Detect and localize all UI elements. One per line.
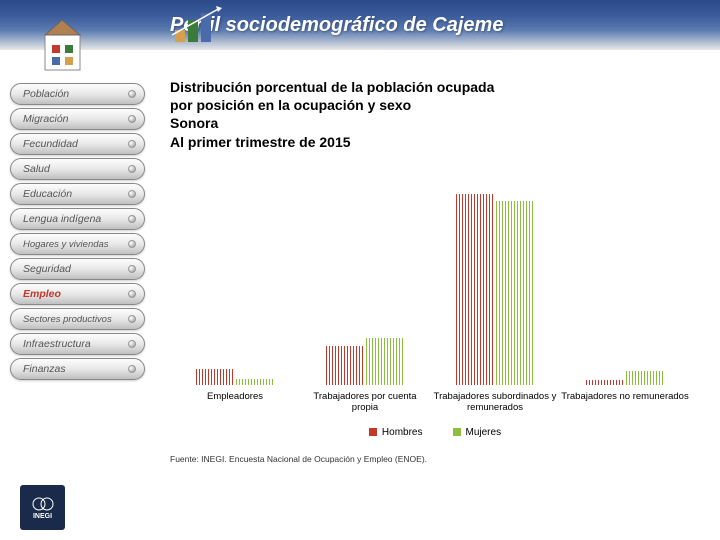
bars-wrap: 6. 42. 2 [170, 185, 300, 385]
sidebar-item-label: Educación [23, 188, 72, 200]
main-content: Distribución porcentual de la población … [170, 78, 700, 464]
category-label: Trabajadores subordinados y remunerados [430, 391, 560, 421]
chart-title-line: Sonora [170, 115, 218, 131]
category-label: Empleadores [170, 391, 300, 421]
sidebar-item-infraestructura[interactable]: Infraestructura [10, 333, 145, 355]
category-label: Trabajadores por cuenta propia [300, 391, 430, 421]
sidebar-item-fecundidad[interactable]: Fecundidad [10, 133, 145, 155]
category-group: 6. 42. 2 Empleadores [170, 185, 300, 421]
bar-mujeres: 2. 2 [236, 379, 274, 385]
legend-label: Hombres [382, 427, 423, 438]
chart-legend: Hombres Mujeres [170, 427, 700, 438]
bar-hombres: 76. 2 [456, 194, 494, 385]
sidebar-item-hogares-y-viviendas[interactable]: Hogares y viviendas [10, 233, 145, 255]
bars-wrap: 1. 85. 6 [560, 185, 690, 385]
category-group: 76. 273. 4 Trabajadores subordinados y re… [430, 185, 560, 421]
sidebar-item-empleo[interactable]: Empleo [10, 283, 145, 305]
municipality-crest [40, 5, 85, 75]
nav-dot-icon [128, 240, 136, 248]
legend-item-hombres: Hombres [369, 427, 423, 438]
sidebar-item-lengua-indígena[interactable]: Lengua indígena [10, 208, 145, 230]
nav-dot-icon [128, 290, 136, 298]
sidebar-item-label: Salud [23, 163, 50, 175]
nav-dot-icon [128, 165, 136, 173]
nav-dot-icon [128, 365, 136, 373]
sidebar-item-label: Empleo [23, 288, 61, 300]
chart-title-line: Distribución porcentual de la población … [170, 79, 494, 95]
header: Perfil sociodemográfico de Cajeme [0, 0, 720, 50]
sidebar-item-sectores-productivos[interactable]: Sectores productivos [10, 308, 145, 330]
sidebar-item-label: Fecundidad [23, 138, 78, 150]
category-group: 15. 618. 8 Trabajadores por cuenta propia [300, 185, 430, 421]
category-label: Trabajadores no remunerados [560, 391, 690, 421]
legend-swatch-icon [369, 428, 377, 436]
nav-dot-icon [128, 315, 136, 323]
chart-title-line: por posición en la ocupación y sexo [170, 97, 411, 113]
sidebar-item-población[interactable]: Población [10, 83, 145, 105]
sidebar-item-finanzas[interactable]: Finanzas [10, 358, 145, 380]
bar-mujeres: 5. 6 [626, 371, 664, 385]
bars-wrap: 76. 273. 4 [430, 185, 560, 385]
chart-title-line: Al primer trimestre de 2015 [170, 134, 351, 150]
sidebar-item-seguridad[interactable]: Seguridad [10, 258, 145, 280]
sidebar-item-label: Seguridad [23, 263, 71, 275]
nav-dot-icon [128, 215, 136, 223]
inegi-logo-text: INEGI [33, 513, 52, 520]
bar-hombres: 6. 4 [196, 369, 234, 385]
nav-dot-icon [128, 340, 136, 348]
nav-dot-icon [128, 265, 136, 273]
bar-hombres: 1. 8 [586, 380, 624, 385]
chart-source: Fuente: INEGI. Encuesta Nacional de Ocup… [170, 454, 700, 464]
bars-wrap: 15. 618. 8 [300, 185, 430, 385]
sidebar-item-educación[interactable]: Educación [10, 183, 145, 205]
bar-chart: 6. 42. 2Empleadores15. 618. 8Trabajadore… [170, 171, 690, 421]
sidebar-item-salud[interactable]: Salud [10, 158, 145, 180]
nav-dot-icon [128, 115, 136, 123]
chart-title: Distribución porcentual de la población … [170, 78, 700, 151]
sidebar-item-label: Migración [23, 113, 69, 125]
nav-dot-icon [128, 140, 136, 148]
sidebar-item-label: Sectores productivos [23, 314, 112, 325]
sidebar-item-label: Población [23, 88, 69, 100]
sidebar-item-label: Lengua indígena [23, 213, 101, 225]
category-group: 1. 85. 6 Trabajadores no remunerados [560, 185, 690, 421]
sidebar-item-label: Infraestructura [23, 338, 91, 350]
legend-swatch-icon [453, 428, 461, 436]
bar-mujeres: 18. 8 [366, 338, 404, 385]
bar-hombres: 15. 6 [326, 346, 364, 385]
inegi-logo: INEGI [20, 485, 65, 530]
legend-item-mujeres: Mujeres [453, 427, 502, 438]
bar-chart-icon [170, 5, 230, 50]
sidebar: Población Migración Fecundidad Salud Educaci… [0, 80, 150, 383]
legend-label: Mujeres [466, 427, 502, 438]
sidebar-item-migración[interactable]: Migración [10, 108, 145, 130]
bar-mujeres: 73. 4 [496, 201, 534, 385]
sidebar-item-label: Hogares y viviendas [23, 239, 109, 250]
nav-dot-icon [128, 90, 136, 98]
nav-dot-icon [128, 190, 136, 198]
sidebar-item-label: Finanzas [23, 363, 66, 375]
